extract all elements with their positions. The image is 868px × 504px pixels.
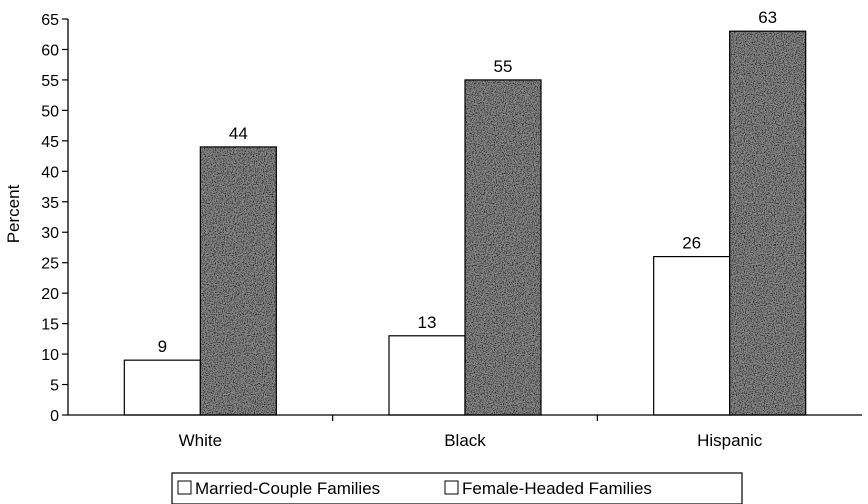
y-tick-label: 45 [41,134,59,151]
y-tick-label: 0 [50,408,59,425]
bar-married-black [388,335,466,416]
legend-swatch-female [444,480,459,495]
y-tick-label: 35 [41,195,59,212]
data-label: 55 [494,57,513,76]
data-label: 9 [158,337,167,356]
legend-label-married: Married-Couple Families [195,479,380,498]
y-tick-label: 15 [41,317,59,334]
y-tick-label: 60 [41,42,59,59]
y-tick-label: 20 [41,286,59,303]
y-tick-label: 25 [41,256,59,273]
y-tick-label: 5 [50,378,59,395]
y-tick-label: 10 [41,347,59,364]
y-tick-label: 50 [41,103,59,120]
bar-female-hispanic [729,30,807,416]
y-tick-label: 65 [41,12,59,29]
data-label: 63 [758,8,777,27]
x-category-label: White [179,431,222,450]
x-category-label: Hispanic [697,431,763,450]
bar-texture [729,31,806,415]
legend: Married-Couple Families Female-Headed Fa… [171,472,743,504]
data-label: 13 [418,313,437,332]
bar-texture [200,146,277,415]
data-label: 44 [229,124,248,143]
data-label: 26 [682,234,701,253]
legend-frame [171,472,743,504]
bar-texture [465,79,541,415]
bar-female-black [464,79,542,416]
y-tick-label: 30 [41,225,59,242]
bar-female-white [199,146,277,416]
y-tick-label: 40 [41,164,59,181]
x-category-label: Black [444,431,486,450]
y-axis-title: Percent [4,184,23,243]
legend-label-female: Female-Headed Families [462,479,652,498]
bar-married-white [123,359,201,416]
bar-married-hispanic [653,256,731,416]
legend-swatch-married [177,480,192,495]
y-tick-label: 55 [41,73,59,90]
